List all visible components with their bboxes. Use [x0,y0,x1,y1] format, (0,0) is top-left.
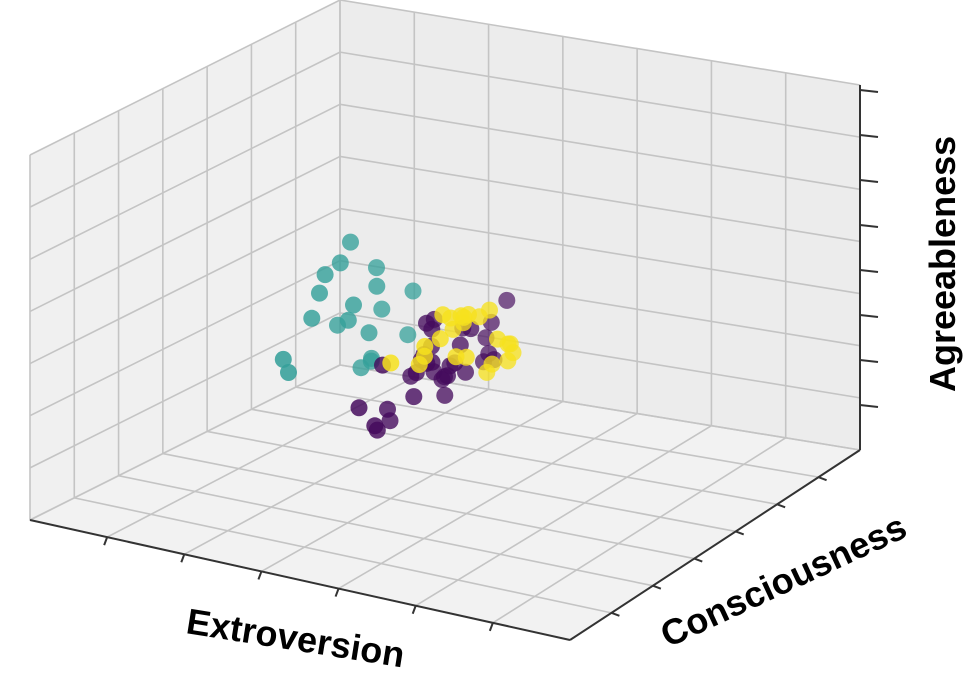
x-tick [411,605,417,615]
data-point [499,352,517,370]
grid-line [339,0,861,86]
grid-line [29,51,341,208]
data-point [311,284,328,302]
data-point [345,296,362,314]
data-point [342,233,359,251]
data-point [431,330,449,348]
data-point [405,388,423,406]
x-tick [103,536,109,546]
grid-line [339,207,861,295]
data-point [360,324,378,342]
data-points [274,233,522,439]
grid-line [206,430,736,533]
data-point [436,386,454,404]
data-point [455,308,473,326]
grid-line [29,155,341,313]
data-point [366,417,384,435]
data-point [382,354,400,372]
grid-line [162,452,695,560]
data-point [404,282,422,300]
z-tick [859,314,879,318]
data-point [331,254,349,272]
z-tick [859,359,879,363]
data-point [303,309,321,327]
data-point [368,277,386,295]
x-tick [257,571,263,580]
data-point [350,399,368,417]
z-tick [859,224,879,228]
grid-line [339,364,861,451]
data-point [439,367,456,385]
data-point [478,363,496,381]
y-tick [776,503,786,509]
data-point [379,400,396,418]
grid-line [339,51,861,138]
data-point [399,326,417,344]
grid-line [251,408,778,506]
data-point [457,363,474,381]
grid-line [339,259,861,347]
z-tick [859,89,879,93]
y-tick [818,476,827,482]
grid-line [261,400,564,573]
grid-line [29,259,341,417]
grid-line [338,412,638,590]
data-point [316,266,334,284]
axis-ticks [103,89,879,632]
data-point [373,300,391,318]
grid-line [74,497,612,614]
z-tick [859,134,879,138]
grid-line [415,425,712,607]
y-tick [693,557,703,563]
data-point [499,335,517,353]
data-point [470,308,488,326]
data-point [339,311,357,329]
z-axis-label: Agreeableness [922,136,963,392]
y-axis-line [569,449,861,641]
grid-line [29,207,341,365]
data-point [410,356,428,373]
z-tick [859,269,879,273]
grid-line [29,103,341,261]
x-tick [180,553,186,563]
data-point [498,291,516,309]
data-point [280,364,297,381]
data-point [447,348,465,366]
x-axis-label: Extroversion [184,600,408,675]
grid-line [29,0,341,156]
x-tick [488,622,494,632]
y-tick [652,584,662,590]
grid-line [29,312,341,469]
z-tick [859,404,879,408]
data-point [352,359,370,377]
grid-line [295,386,819,478]
z-tick [859,179,879,183]
grid-line [29,364,341,521]
grid-line [492,437,787,624]
data-point [416,338,434,355]
grid-line [183,388,489,555]
grid-line [339,155,861,243]
data-point [434,306,452,324]
grid-line [118,474,654,587]
y-tick [735,530,745,536]
data-point [368,259,385,277]
grid-line [339,103,861,191]
axis-lines [29,85,861,641]
x-tick [334,588,340,597]
x-axis-line [29,519,571,641]
data-point [274,350,292,368]
y-tick [611,611,620,617]
axes-panes [28,0,862,641]
